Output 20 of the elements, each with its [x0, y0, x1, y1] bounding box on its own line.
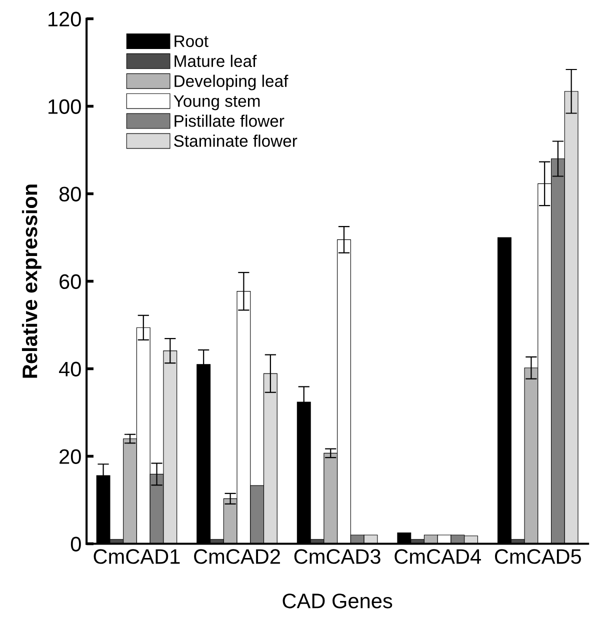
x-tick-label: CmCAD2 [194, 549, 280, 564]
y-tick-label: 20 [60, 449, 81, 464]
x-tick-label: CmCAD3 [294, 549, 380, 564]
legend-label: Young stem [174, 95, 260, 110]
legend-label: Root [174, 35, 208, 48]
legend-label: Staminate flower [174, 134, 298, 147]
x-axis-title: CAD Genes [282, 594, 392, 608]
legend-label: Mature leaf [174, 54, 257, 68]
y-tick-label: 0 [70, 536, 81, 552]
y-tick-label: 100 [48, 99, 81, 114]
x-tick-label: CmCAD5 [494, 549, 582, 564]
x-tick-label: CmCAD1 [94, 549, 180, 564]
y-tick-label: 80 [59, 186, 81, 202]
y-tick-label: 120 [48, 12, 81, 27]
y-axis-title: Relative expression [22, 184, 42, 378]
legend-label: Developing leaf [174, 74, 288, 90]
x-tick-label: CmCAD4 [394, 549, 481, 564]
y-tick-label: 40 [59, 362, 81, 377]
y-tick-label: 60 [60, 274, 81, 290]
legend-label: Pistillate flower [174, 114, 284, 127]
